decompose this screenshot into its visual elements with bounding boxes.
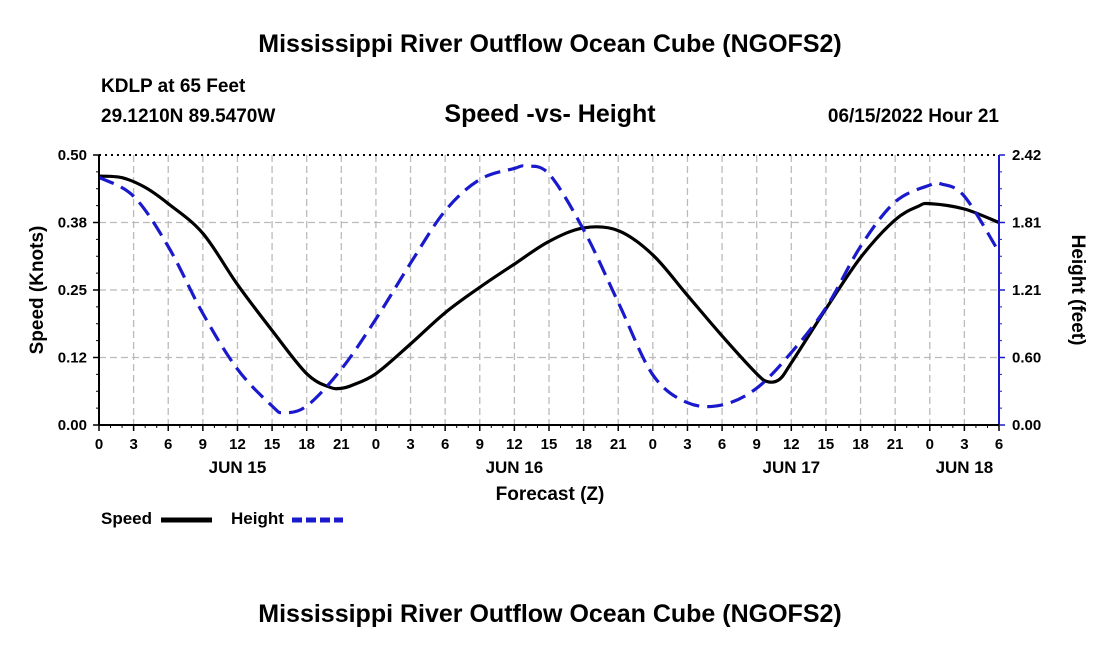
y-left-tick-label: 0.00: [58, 417, 87, 434]
y-left-tick-label: 0.25: [58, 282, 87, 299]
x-tick-label: 21: [887, 436, 904, 453]
y-left-tick-label: 0.38: [58, 215, 87, 232]
y-right-tick-label: 2.42: [1012, 147, 1041, 164]
y-axis-left-label: Speed (Knots): [27, 226, 48, 355]
y-left-tick-label: 0.50: [58, 147, 87, 164]
x-tick-label: 12: [506, 436, 523, 453]
x-tick-label: 3: [129, 436, 137, 453]
grid: [99, 155, 999, 425]
y-axis-right-label: Height (feet): [1067, 235, 1088, 346]
height-series-line: [98, 164, 1001, 415]
axes: [93, 154, 1005, 431]
y-right-tick-label: 1.21: [1012, 282, 1041, 299]
speed-series-line: [98, 174, 1000, 391]
legend-speed-label: Speed: [101, 509, 153, 528]
x-tick-label: 6: [995, 436, 1003, 453]
series-layer: [98, 164, 1001, 415]
x-tick-label: 18: [575, 436, 592, 453]
x-tick-label: 0: [649, 436, 657, 453]
x-tick-label: 15: [818, 436, 835, 453]
x-tick-label: 3: [406, 436, 414, 453]
x-day-label: JUN 15: [209, 458, 267, 477]
x-tick-label: 6: [441, 436, 449, 453]
x-tick-label: 18: [298, 436, 315, 453]
legend-height-label: Height: [231, 509, 284, 528]
x-tick-label: 9: [753, 436, 761, 453]
x-tick-label: 15: [541, 436, 558, 453]
x-tick-label: 15: [264, 436, 281, 453]
x-tick-label: 6: [718, 436, 726, 453]
station-coordinates: 29.1210N 89.5470W: [101, 106, 276, 127]
x-tick-label: 21: [610, 436, 627, 453]
x-tick-label: 9: [476, 436, 484, 453]
forecast-datetime: 06/15/2022 Hour 21: [827, 106, 999, 127]
main-title: Mississippi River Outflow Ocean Cube (NG…: [258, 30, 842, 58]
x-tick-label: 0: [926, 436, 934, 453]
x-tick-label: 3: [683, 436, 691, 453]
y-left-tick-label: 0.12: [58, 350, 87, 367]
station-label: KDLP at 65 Feet: [101, 76, 246, 97]
footer-title: Mississippi River Outflow Ocean Cube (NG…: [258, 600, 842, 628]
x-tick-label: 0: [372, 436, 380, 453]
x-tick-label: 9: [199, 436, 207, 453]
x-tick-label: 6: [164, 436, 172, 453]
x-day-label: JUN 17: [762, 458, 820, 477]
speed-height-chart: 0 3 6 9 12 15 18 21 0 3 6 9 12 15 18 21 0 3 6 9 12 15 18 21 0 3 6J…: [27, 147, 1088, 523]
tick-labels: 0 3 6 9 12 15 18 21 0 3 6 9 12 15 18 21 0 3 6 9 12 15 18 21 0 3 6J…: [58, 147, 1041, 477]
x-tick-label: 12: [229, 436, 246, 453]
x-day-label: JUN 16: [486, 458, 544, 477]
y-right-tick-label: 1.81: [1012, 215, 1041, 232]
x-tick-label: 18: [852, 436, 869, 453]
x-axis-label: Forecast (Z): [496, 484, 605, 505]
x-day-label: JUN 18: [936, 458, 994, 477]
y-right-tick-label: 0.60: [1012, 350, 1041, 367]
x-tick-label: 21: [333, 436, 350, 453]
x-tick-label: 3: [960, 436, 968, 453]
chart-subtitle: Speed -vs- Height: [444, 100, 656, 128]
x-tick-label: 0: [95, 436, 103, 453]
y-right-tick-label: 0.00: [1012, 417, 1041, 434]
x-tick-label: 12: [783, 436, 800, 453]
